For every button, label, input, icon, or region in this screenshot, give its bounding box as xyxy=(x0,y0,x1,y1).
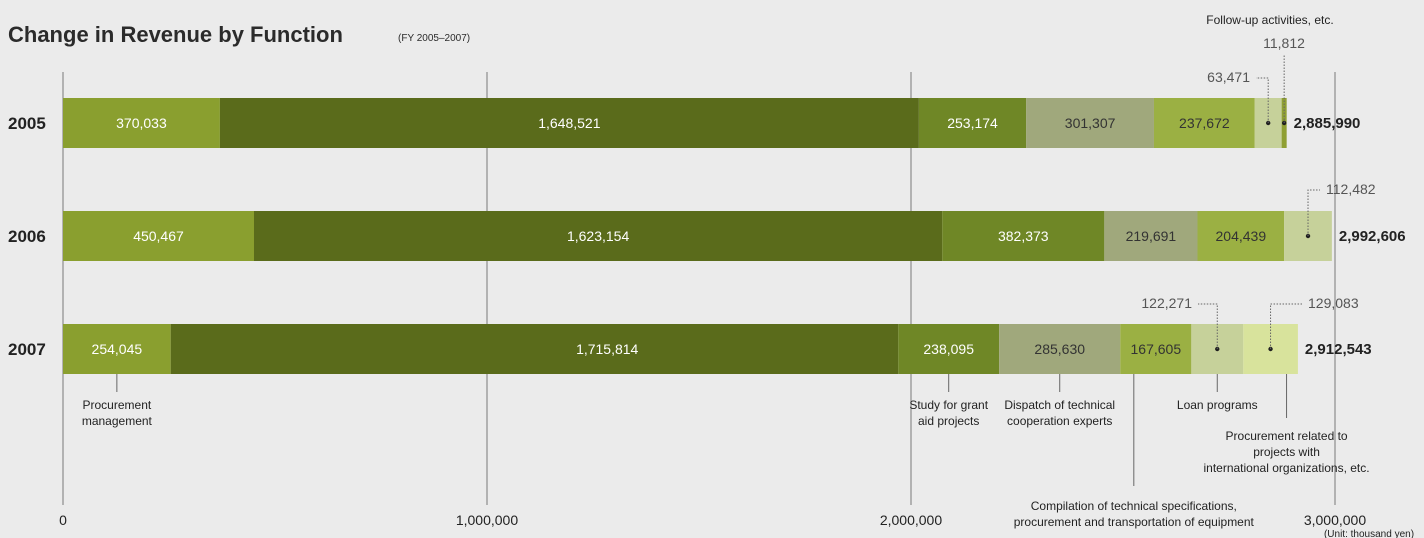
bar-value-label: 370,033 xyxy=(116,115,167,131)
bar-value-label: 167,605 xyxy=(1131,341,1182,357)
bar-segment xyxy=(1104,211,1198,261)
chart-subtitle: (FY 2005–2007) xyxy=(398,33,470,44)
bar-total-label: 2,885,990 xyxy=(1294,115,1361,132)
callout-leader xyxy=(1307,189,1320,236)
bar-segment xyxy=(999,324,1121,374)
category-annotation: Procurement related to projects with inter… xyxy=(1203,429,1369,475)
bar-segment xyxy=(63,211,254,261)
category-annotation: Follow-up activities, etc. xyxy=(1206,13,1333,27)
bar-segment xyxy=(942,211,1105,261)
callout-value: 11,812 xyxy=(1263,35,1305,51)
bar-total-label: 2,992,606 xyxy=(1339,228,1406,245)
unit-label: (Unit: thousand yen) xyxy=(1324,529,1414,538)
callout-leader xyxy=(1270,303,1302,349)
bar-segment xyxy=(63,324,171,374)
year-label: 2007 xyxy=(8,340,46,359)
year-label: 2005 xyxy=(8,114,46,133)
bar-value-label: 238,095 xyxy=(923,341,974,357)
bar-segment xyxy=(1197,211,1285,261)
annotations: 63,471 11,812 112,482 122,271 129,083 Procure… xyxy=(82,13,1376,529)
bar-value-label: 301,307 xyxy=(1065,115,1116,131)
callout-leader xyxy=(1256,77,1269,123)
bar-segment xyxy=(170,324,899,374)
category-annotation: Study for grant aid projects xyxy=(909,398,988,428)
x-tick-label: 0 xyxy=(59,512,67,528)
bar-segment xyxy=(1120,324,1192,374)
callout-value: 63,471 xyxy=(1207,69,1250,85)
bar-value-label: 204,439 xyxy=(1216,228,1267,244)
bar-value-label: 382,373 xyxy=(998,228,1049,244)
category-annotation: Loan programs xyxy=(1177,398,1258,412)
bar-value-label: 253,174 xyxy=(947,115,998,131)
bar-segment xyxy=(63,98,220,148)
x-tick-label: 3,000,000 xyxy=(1304,512,1366,528)
bar-value-label: 254,045 xyxy=(92,341,143,357)
bar-value-label: 1,648,521 xyxy=(538,115,600,131)
x-tick-label: 2,000,000 xyxy=(880,512,942,528)
x-axis-ticks: 0 1,000,000 2,000,000 3,000,000 xyxy=(59,512,1366,528)
callout-leader xyxy=(1198,303,1218,349)
year-label: 2006 xyxy=(8,227,46,246)
bar-segment xyxy=(1026,98,1154,148)
bar-segment xyxy=(918,98,1027,148)
bars: 2005 370,033 1,648,521 253,174 301,307 237,67… xyxy=(8,98,1406,374)
category-annotation: Procurement management xyxy=(82,398,153,428)
bar-segment xyxy=(898,324,1000,374)
category-annotation: Compilation of technical specifications,… xyxy=(1014,499,1255,529)
category-annotation: Dispatch of technical cooperation experts xyxy=(1004,398,1115,428)
bar-value-label: 450,467 xyxy=(133,228,184,244)
callout-value: 129,083 xyxy=(1308,295,1359,311)
bar-value-label: 1,623,154 xyxy=(567,228,629,244)
bar-segment xyxy=(219,98,919,148)
callout-value: 112,482 xyxy=(1326,181,1376,197)
bar-segment xyxy=(253,211,943,261)
bar-value-label: 285,630 xyxy=(1034,341,1085,357)
callout-value: 122,271 xyxy=(1141,295,1192,311)
bar-value-label: 237,672 xyxy=(1179,115,1230,131)
bar-total-label: 2,912,543 xyxy=(1305,341,1372,358)
x-tick-label: 1,000,000 xyxy=(456,512,518,528)
bar-segment xyxy=(1153,98,1255,148)
bar-value-label: 219,691 xyxy=(1126,228,1177,244)
chart-title: Change in Revenue by Function xyxy=(8,22,343,47)
bar-value-label: 1,715,814 xyxy=(576,341,638,357)
